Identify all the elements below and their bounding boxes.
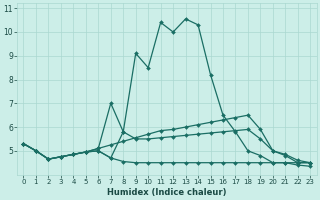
X-axis label: Humidex (Indice chaleur): Humidex (Indice chaleur) (107, 188, 227, 197)
